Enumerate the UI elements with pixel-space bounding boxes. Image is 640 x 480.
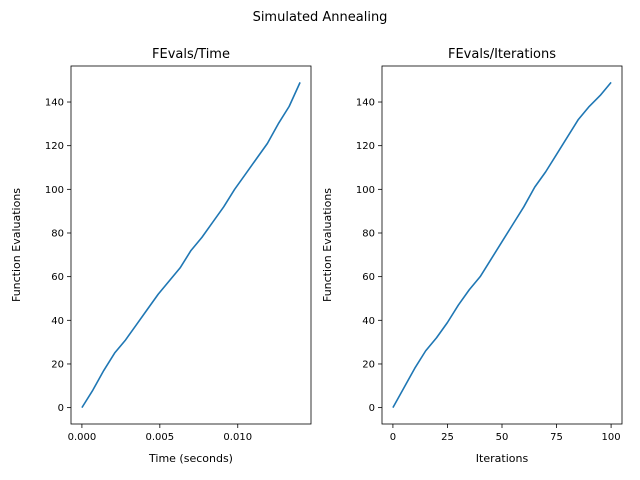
x-tick-label: 0.000	[68, 432, 97, 443]
x-axis-label: Iterations	[476, 452, 529, 465]
x-tick-label: 100	[602, 432, 621, 443]
series-line	[392, 81, 612, 409]
y-tick-label: 40	[362, 316, 375, 327]
subplot-title: FEvals/Time	[152, 47, 230, 62]
y-tick-label: 60	[51, 272, 64, 283]
y-axis-label: Function Evaluations	[321, 188, 334, 302]
y-tick-label: 80	[362, 228, 375, 239]
y-axis-label: Function Evaluations	[10, 188, 23, 302]
y-tick-label: 40	[51, 316, 64, 327]
x-tick-label: 0.005	[146, 432, 175, 443]
y-tick-label: 120	[356, 141, 375, 152]
y-tick-label: 20	[51, 359, 64, 370]
x-tick-label: 50	[496, 432, 509, 443]
axes-frame	[70, 65, 312, 425]
x-tick-label: 25	[441, 432, 454, 443]
x-axis-label: Time (seconds)	[148, 452, 233, 465]
y-tick-label: 80	[51, 228, 64, 239]
y-tick-label: 140	[45, 98, 64, 109]
y-tick-label: 120	[45, 141, 64, 152]
y-tick-label: 60	[362, 272, 375, 283]
y-tick-label: 140	[356, 98, 375, 109]
x-tick-label: 0.010	[223, 432, 252, 443]
series-line	[81, 82, 301, 409]
y-tick-label: 100	[45, 185, 64, 196]
y-tick-label: 0	[58, 403, 64, 414]
y-tick-label: 20	[362, 359, 375, 370]
y-tick-label: 0	[369, 403, 375, 414]
subplot-fevals-time: FEvals/Time Time (seconds) Function Eval…	[10, 47, 312, 465]
subplot-title: FEvals/Iterations	[448, 47, 556, 62]
axes-frame	[381, 65, 623, 425]
x-tick-label: 75	[550, 432, 563, 443]
figure-suptitle: Simulated Annealing	[253, 10, 388, 25]
x-tick-label: 0	[390, 432, 396, 443]
subplot-fevals-iterations: FEvals/Iterations Iterations Function Ev…	[321, 47, 623, 465]
y-tick-label: 100	[356, 185, 375, 196]
